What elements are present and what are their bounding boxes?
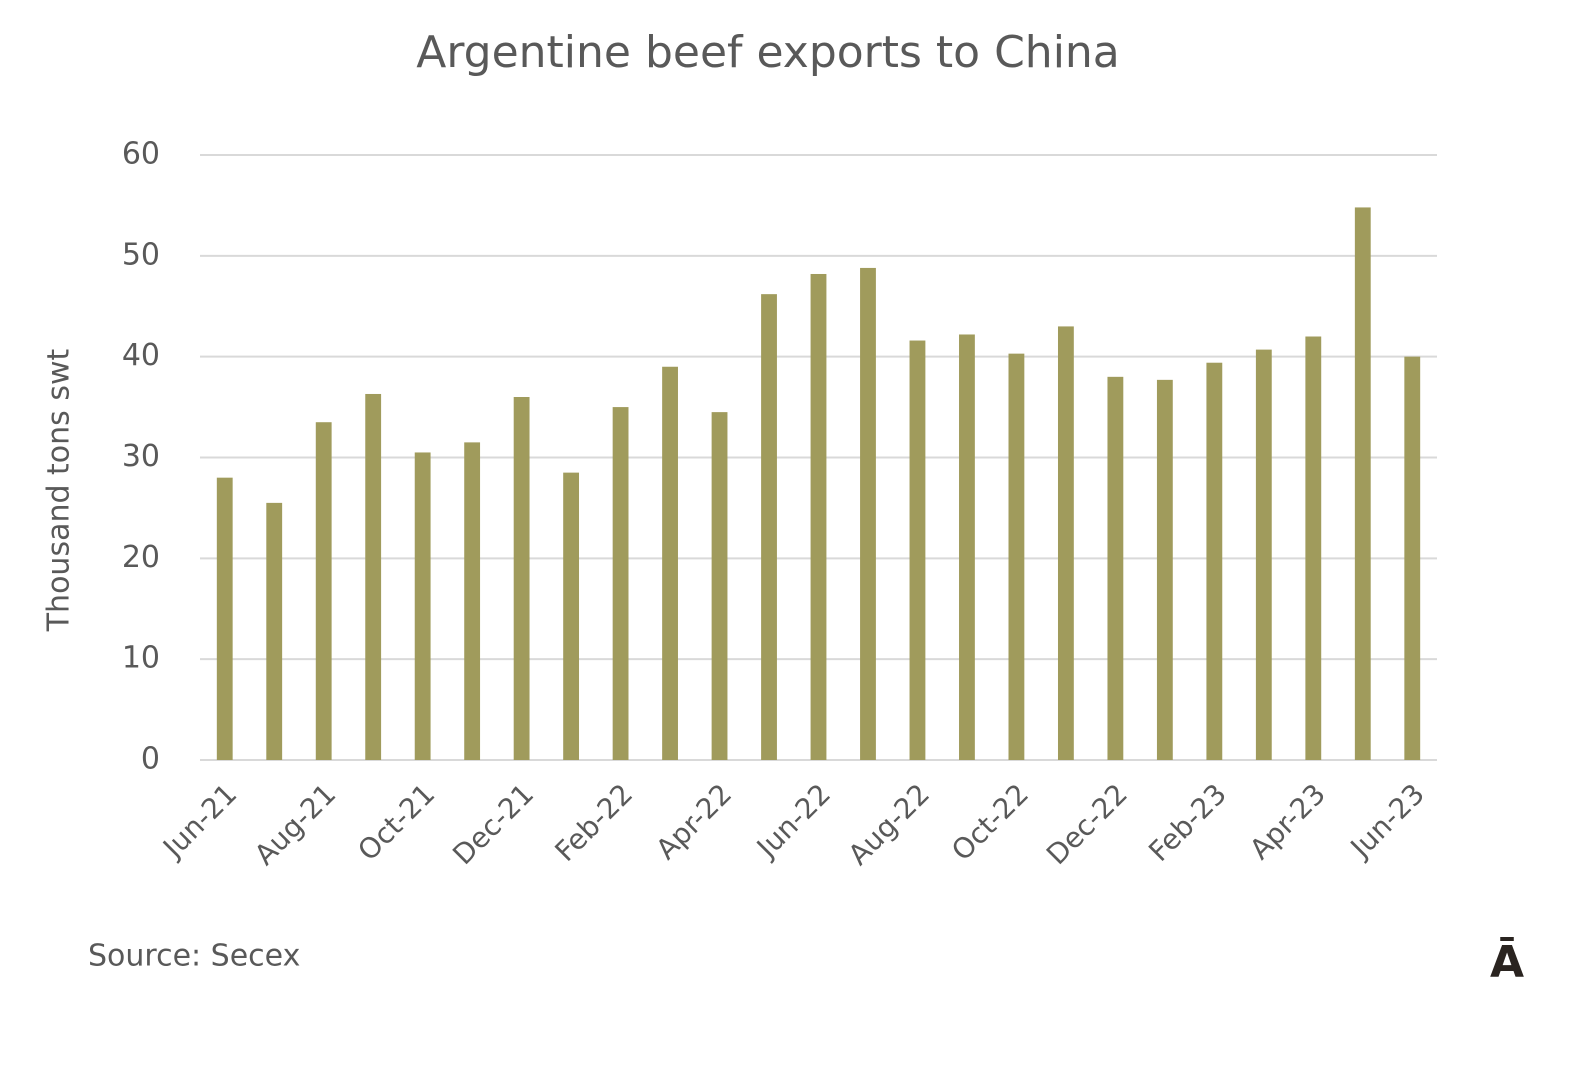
bar <box>662 366 678 760</box>
bar <box>513 397 530 760</box>
x-tick-label: Oct-21 <box>351 777 441 867</box>
bar <box>860 267 876 760</box>
x-tick-label: Jun-22 <box>749 777 837 865</box>
y-tick-label: 0 <box>141 742 160 777</box>
bar <box>1008 353 1025 760</box>
x-tick-label: Oct-22 <box>945 777 1035 867</box>
y-tick-label: 10 <box>122 641 160 676</box>
bar <box>909 340 926 760</box>
bar <box>1404 356 1421 760</box>
y-tick-label: 50 <box>122 237 160 272</box>
x-tick-label: Dec-21 <box>446 777 540 871</box>
bar <box>959 334 975 760</box>
chart-title: Argentine beef exports to China <box>416 27 1120 78</box>
bar <box>1206 362 1223 760</box>
x-tick-label: Jun-21 <box>155 777 243 865</box>
y-axis-label: Thousand tons swt <box>42 348 77 632</box>
x-tick-label: Dec-22 <box>1040 777 1134 871</box>
bar <box>365 393 382 760</box>
y-tick-label: 30 <box>122 439 160 474</box>
x-tick-label: Aug-21 <box>248 777 342 871</box>
bar <box>612 407 629 760</box>
logo: Ā <box>1490 936 1524 988</box>
y-tick-label: 60 <box>122 137 160 172</box>
x-tick-label: Feb-23 <box>1142 777 1233 868</box>
x-tick-label: Feb-22 <box>548 777 639 868</box>
bar <box>464 442 481 760</box>
bar <box>711 412 728 760</box>
bar <box>216 477 233 760</box>
bar <box>315 422 332 760</box>
bar <box>1255 349 1272 760</box>
x-tick-label: Apr-22 <box>649 777 738 866</box>
x-tick-label: Jun-23 <box>1343 777 1431 865</box>
bar <box>810 273 827 760</box>
bar <box>761 294 777 760</box>
bar <box>1156 379 1173 760</box>
y-tick-label: 20 <box>122 540 160 575</box>
x-tick-label: Aug-22 <box>842 777 936 871</box>
bar <box>1107 376 1124 760</box>
source-note: Source: Secex <box>88 939 300 974</box>
bar <box>266 502 283 760</box>
bar <box>1305 336 1322 760</box>
bar <box>1057 326 1074 760</box>
bar <box>1354 207 1371 760</box>
bar <box>563 472 580 760</box>
y-tick-label: 40 <box>122 338 160 373</box>
bar <box>414 452 431 760</box>
x-tick-label: Apr-23 <box>1243 777 1332 866</box>
